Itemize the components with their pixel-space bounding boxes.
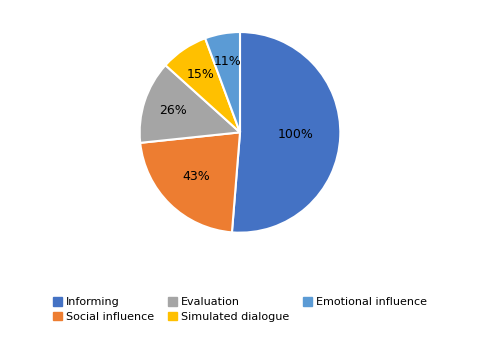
Text: 100%: 100% [277,128,313,141]
Text: 43%: 43% [183,171,210,183]
Wedge shape [232,32,340,233]
Wedge shape [140,65,240,143]
Wedge shape [140,132,240,232]
Legend: Informing, Social influence, Evaluation, Simulated dialogue, Emotional influence: Informing, Social influence, Evaluation,… [48,292,432,328]
Text: 11%: 11% [214,55,241,68]
Wedge shape [205,32,240,132]
Text: 26%: 26% [159,104,187,117]
Wedge shape [166,38,240,132]
Text: 15%: 15% [187,68,215,81]
